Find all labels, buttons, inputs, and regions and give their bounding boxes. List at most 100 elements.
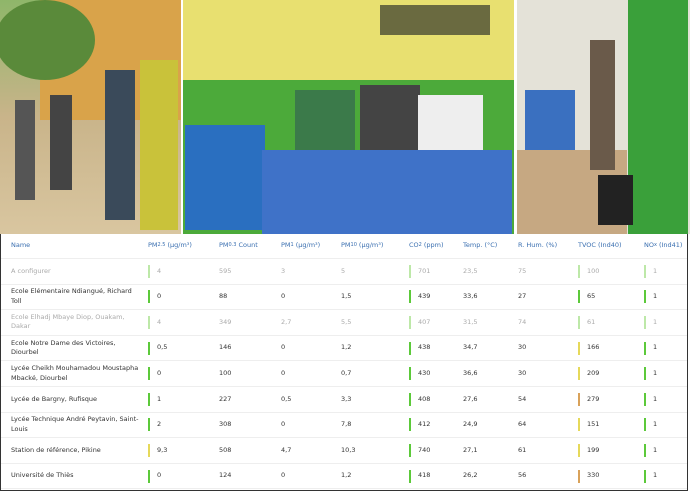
table-cell: 27,6 <box>463 395 518 404</box>
status-bar <box>644 418 646 432</box>
cell-value: 74 <box>518 317 527 326</box>
cell-value: 1 <box>653 368 658 377</box>
table-cell: 27 <box>518 292 578 301</box>
table-cell: 2,7 <box>281 318 341 327</box>
table-cell: 1 <box>644 367 690 381</box>
cell-value: 36,6 <box>463 368 478 377</box>
table-cell: 199 <box>578 443 644 457</box>
children <box>525 90 575 150</box>
site-name: Lycée Technique André Peytavin, Saint-Lo… <box>11 415 139 433</box>
header-sub: x <box>653 242 657 249</box>
table-cell: 151 <box>578 418 644 432</box>
header-unit: (µg/m³) <box>167 241 192 250</box>
cell-value: 1,2 <box>341 343 352 352</box>
header-unit: Count <box>238 241 258 250</box>
table-cell: 61 <box>578 315 644 329</box>
table-cell: Ecole Elhadj Mbaye Diop, Ouakam, Dakar <box>11 313 148 332</box>
cell-value: 5 <box>341 266 346 275</box>
table-cell: 1,2 <box>341 471 409 480</box>
person <box>15 100 35 200</box>
cell-value: 2 <box>157 420 162 429</box>
cell-value: 1,2 <box>341 471 352 480</box>
table-cell: 1 <box>644 418 690 432</box>
table-cell: Ecole Notre Dame des Victoires, Diourbel <box>11 339 148 358</box>
table-cell: 1 <box>148 392 219 406</box>
site-name: A configurer <box>11 266 51 275</box>
table-row: Ecole Notre Dame des Victoires, Diourbel… <box>1 336 687 362</box>
cell-value: 0,5 <box>281 394 292 403</box>
table-cell: 1 <box>644 315 690 329</box>
cell-value: 5,5 <box>341 317 352 326</box>
cell-value: 430 <box>418 368 431 377</box>
status-bar <box>409 290 411 304</box>
cell-value: 0,7 <box>341 368 352 377</box>
header-sub: 0.3 <box>228 242 237 249</box>
table-cell: 0,5 <box>281 395 341 404</box>
wall <box>628 0 688 234</box>
cell-value: 61 <box>518 445 527 454</box>
header-text: PM <box>281 241 291 250</box>
status-bar <box>148 315 150 329</box>
header-cell: TVOC (Ind40) <box>578 241 644 250</box>
table-cell: 209 <box>578 367 644 381</box>
table-row: A configurer 4 595 3 5 701 23,5 75 100 1 <box>1 259 687 285</box>
cell-value: 65 <box>587 292 596 301</box>
table-cell: 308 <box>219 420 281 429</box>
status-bar <box>644 443 646 457</box>
status-bar <box>409 315 411 329</box>
status-bar <box>578 443 580 457</box>
cell-value: 408 <box>418 394 431 403</box>
cell-value: 151 <box>587 420 600 429</box>
table-cell: 65 <box>578 290 644 304</box>
table-cell: 36,6 <box>463 369 518 378</box>
cell-value: 0 <box>281 343 286 352</box>
table-cell: 30 <box>518 369 578 378</box>
header-cell: NO x (Ind41) <box>644 241 690 250</box>
table-cell: 1,5 <box>341 292 409 301</box>
person <box>590 40 615 170</box>
header-unit: (ppm) <box>423 241 444 250</box>
cell-value: 34,7 <box>463 343 478 352</box>
table-cell: Lycée Cheikh Mouhamadou Moustapha Mbacké… <box>11 364 148 383</box>
table-cell: 430 <box>409 367 463 381</box>
data-table: Name PM 2.5 (µg/m³) PM 0.3 Count PM 1 (µg/m³) PM 10… <box>0 234 688 491</box>
status-bar <box>409 469 411 483</box>
table-cell: 61 <box>518 446 578 455</box>
status-bar <box>409 264 411 278</box>
table-cell: 34,7 <box>463 343 518 352</box>
table-cell: 1 <box>644 264 690 278</box>
cell-value: 1 <box>653 471 658 480</box>
table-cell: 701 <box>409 264 463 278</box>
cell-value: 61 <box>587 317 596 326</box>
cell-value: 595 <box>219 266 232 275</box>
header-text: PM <box>219 241 229 250</box>
cell-value: 0 <box>281 292 286 301</box>
status-bar <box>644 392 646 406</box>
table-cell: 0,5 <box>148 341 219 355</box>
table-cell: 23,5 <box>463 267 518 276</box>
cell-value: 1 <box>653 445 658 454</box>
cell-value: 1 <box>653 317 658 326</box>
cell-value: 4,7 <box>281 445 292 454</box>
status-bar <box>644 290 646 304</box>
child <box>185 125 265 230</box>
cell-value: 0 <box>281 368 286 377</box>
table-cell: 24,9 <box>463 420 518 429</box>
header-text: PM <box>341 241 351 250</box>
cell-value: 10,3 <box>341 445 356 454</box>
cell-value: 438 <box>418 343 431 352</box>
table-cell: 418 <box>409 469 463 483</box>
table-cell: 1,2 <box>341 343 409 352</box>
cell-value: 4 <box>157 266 162 275</box>
table-cell: 1 <box>644 290 690 304</box>
site-name: Station de référence, Pikine <box>11 445 101 454</box>
cell-value: 227 <box>219 394 232 403</box>
cell-value: 439 <box>418 292 431 301</box>
table-cell: 438 <box>409 341 463 355</box>
cell-value: 31,5 <box>463 317 478 326</box>
cell-value: 1 <box>653 420 658 429</box>
status-bar <box>578 469 580 483</box>
table-cell: 146 <box>219 343 281 352</box>
table-row: Université de Thiès 0 124 0 1,2 418 26,2 56 330 1 <box>1 464 687 490</box>
site-name: Lycée Cheikh Mouhamadou Moustapha Mbacké… <box>11 364 139 382</box>
